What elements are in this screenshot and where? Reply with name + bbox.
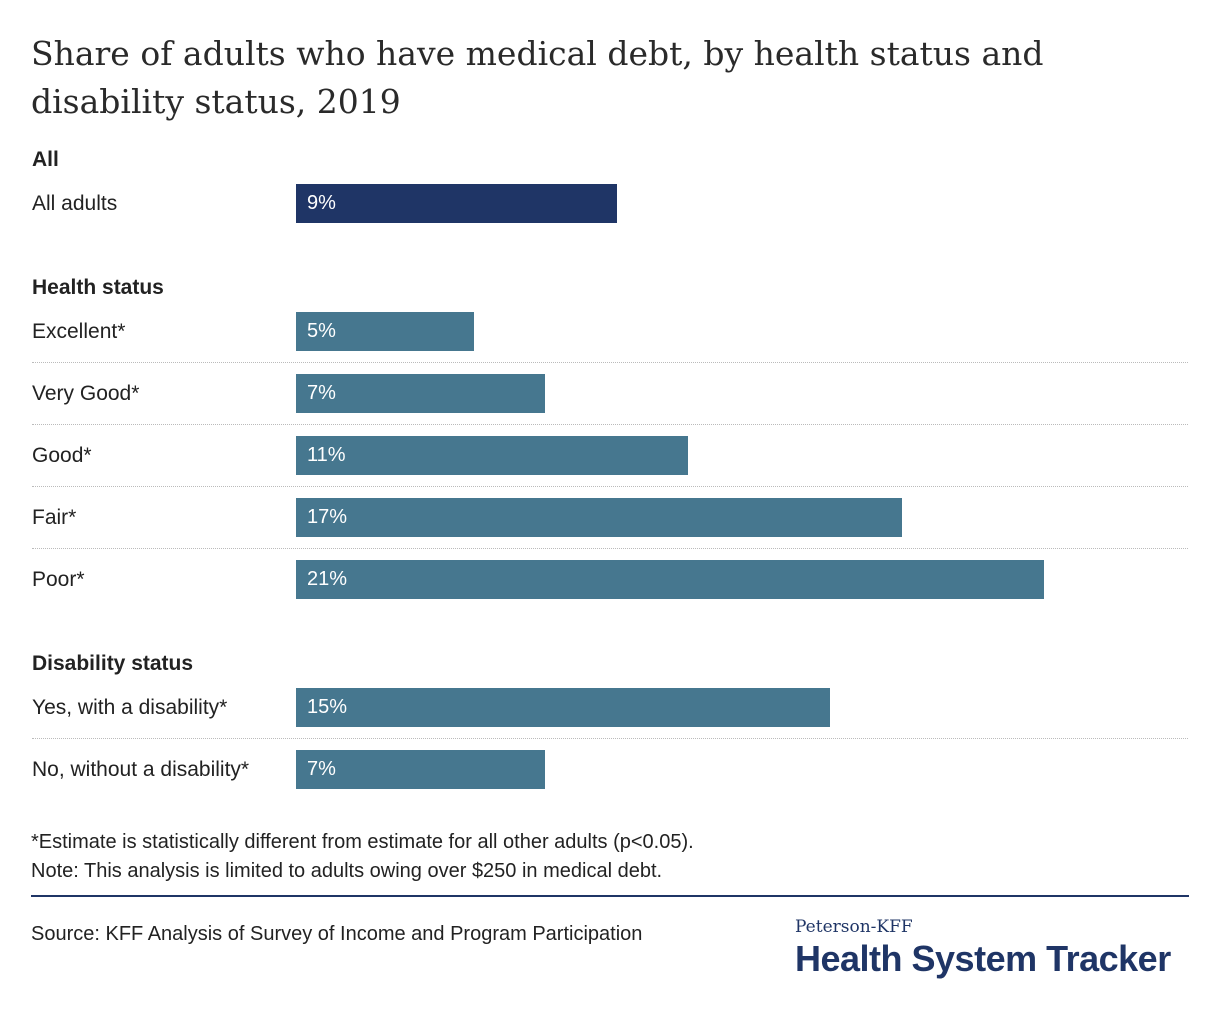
row-label-all-adults: All adults [32,192,118,215]
bar-very-good: 7% [296,374,546,413]
bar-fair: 17% [296,498,902,537]
row-divider [32,738,1188,739]
footnote-debt-threshold: Note: This analysis is limited to adults… [31,860,663,882]
bar-with-disability: 15% [296,688,831,727]
row-divider [32,548,1188,549]
bar-value-label: 17% [307,506,348,528]
row-label-good: Good* [32,444,92,467]
row-divider [32,362,1188,363]
row-label-fair: Fair* [32,506,77,529]
row-label-very-good: Very Good* [32,382,140,405]
bar-value-label: 7% [307,758,336,780]
group-label-health-status: Health status [32,276,164,299]
footer-rule [31,895,1189,897]
row-label-excellent: Excellent* [32,320,126,343]
bar-value-label: 5% [307,320,336,342]
bar-value-label: 11% [307,444,346,466]
bar-good: 11% [296,436,688,475]
bar-value-label: 21% [307,568,348,590]
group-label-all: All [32,148,59,171]
bar-all-adults: 9% [296,184,617,223]
logo-peterson-kff: Peterson-KFF [795,917,913,937]
footnote-significance: *Estimate is statistically different fro… [31,831,694,853]
row-divider [32,486,1188,487]
group-label-disability-status: Disability status [32,652,194,675]
bar-without-disability: 7% [296,750,546,789]
bar-poor: 21% [296,560,1045,599]
row-label-without-disability: No, without a disability* [32,758,250,781]
row-divider [32,424,1188,425]
bar-excellent: 5% [296,312,475,351]
bar-value-label: 15% [307,696,348,718]
bar-value-label: 7% [307,382,336,404]
chart-title: Share of adults who have medical debt, b… [31,34,1044,121]
bar-value-label: 9% [307,192,336,214]
row-label-with-disability: Yes, with a disability* [32,696,228,719]
row-label-poor: Poor* [32,568,85,591]
logo-health-system-tracker: Health System Tracker [795,938,1171,979]
source-note: Source: KFF Analysis of Survey of Income… [31,923,643,945]
